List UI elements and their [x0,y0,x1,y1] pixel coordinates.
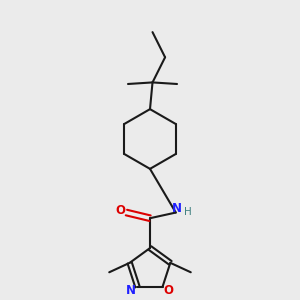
Text: O: O [116,203,126,217]
Text: N: N [172,202,182,215]
Text: N: N [125,284,136,297]
Text: H: H [184,207,192,217]
Text: O: O [163,284,173,297]
